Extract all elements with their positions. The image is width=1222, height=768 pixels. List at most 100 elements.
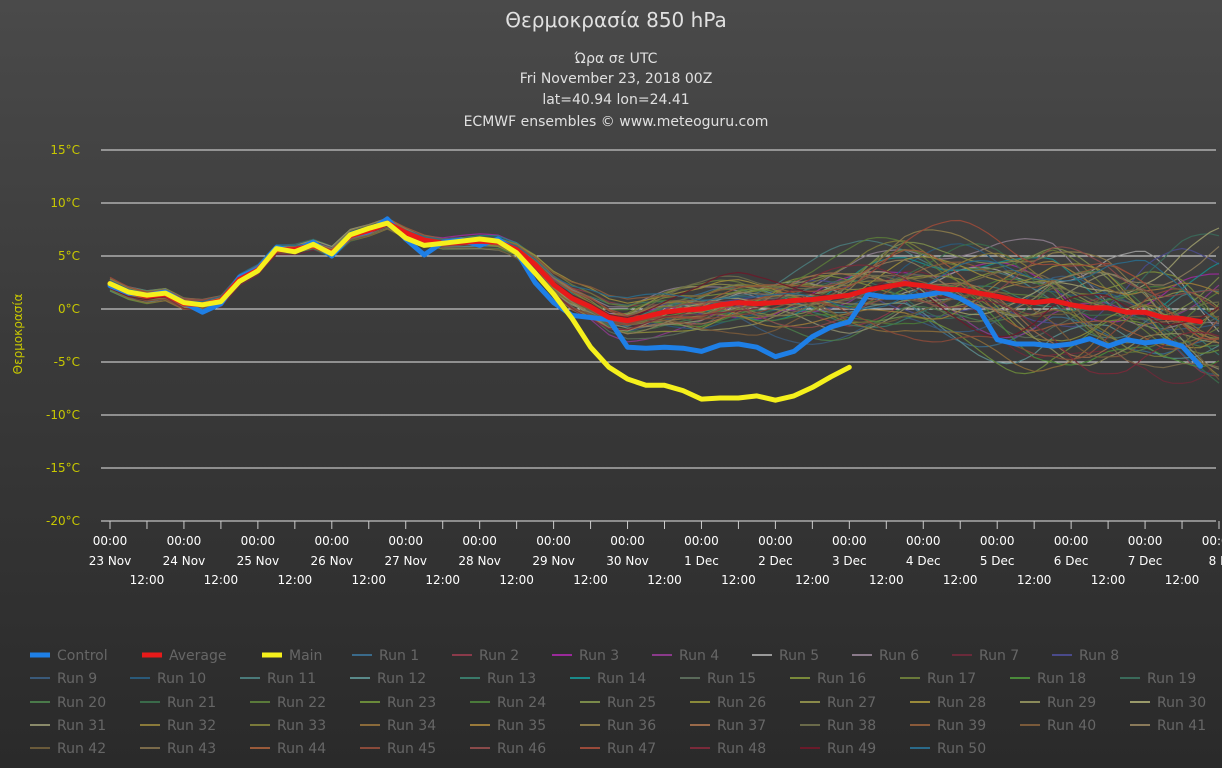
legend-item[interactable]: Run 14 <box>570 671 646 687</box>
x-tick-time: 12:00 <box>278 573 313 587</box>
legend-item[interactable]: Run 6 <box>852 648 919 664</box>
legend-item[interactable]: Run 3 <box>552 648 619 664</box>
ensemble-run-line <box>109 221 1220 322</box>
x-tick-time: 12:00 <box>1091 573 1126 587</box>
legend-label: Run 36 <box>607 718 656 734</box>
x-tick-date: 28 Nov <box>458 554 501 568</box>
legend-label: Main <box>289 648 322 664</box>
series-line-control <box>107 216 1203 369</box>
legend-label: Run 7 <box>979 648 1019 664</box>
legend-item[interactable]: Run 10 <box>130 671 206 687</box>
legend-item[interactable]: Run 17 <box>900 671 976 687</box>
legend-item[interactable]: Run 30 <box>1130 695 1206 711</box>
legend-item[interactable]: Run 37 <box>690 718 766 734</box>
legend-item[interactable]: Run 32 <box>140 718 216 734</box>
legend-label: Run 12 <box>377 671 426 687</box>
y-tick-label: 10°C <box>50 196 80 210</box>
legend-item[interactable]: Main <box>262 648 322 664</box>
legend-item[interactable]: Run 4 <box>652 648 719 664</box>
legend-item[interactable]: Run 29 <box>1020 695 1096 711</box>
x-tick-time: 12:00 <box>795 573 830 587</box>
legend-label: Run 13 <box>487 671 536 687</box>
ensemble-run-line <box>109 218 1220 324</box>
legend-item[interactable]: Run 15 <box>680 671 756 687</box>
legend-label: Run 9 <box>57 671 97 687</box>
x-tick-date: 24 Nov <box>163 554 206 568</box>
legend-item[interactable]: Run 5 <box>752 648 819 664</box>
chart-subtitle-source: ECMWF ensembles © www.meteoguru.com <box>464 114 769 130</box>
legend-item[interactable]: Run 39 <box>910 718 986 734</box>
legend-item[interactable]: Control <box>30 648 108 664</box>
x-tick-date: 23 Nov <box>89 554 132 568</box>
y-tick-label: -15°C <box>46 461 80 475</box>
legend-label: Run 29 <box>1047 695 1096 711</box>
legend-item[interactable]: Run 16 <box>790 671 866 687</box>
legend-item[interactable]: Average <box>142 648 227 664</box>
legend-item[interactable]: Run 47 <box>580 741 656 757</box>
legend-item[interactable]: Run 8 <box>1052 648 1119 664</box>
legend-label: Run 27 <box>827 695 876 711</box>
x-tick-time: 00:00 <box>980 534 1015 548</box>
x-tick-time: 12:00 <box>721 573 756 587</box>
legend-item[interactable]: Run 2 <box>452 648 519 664</box>
legend-item[interactable]: Run 33 <box>250 718 326 734</box>
legend-item[interactable]: Run 43 <box>140 741 216 757</box>
legend-item[interactable]: Run 44 <box>250 741 326 757</box>
legend-item[interactable]: Run 1 <box>352 648 419 664</box>
legend-item[interactable]: Run 19 <box>1120 671 1196 687</box>
legend-item[interactable]: Run 7 <box>952 648 1019 664</box>
x-tick-time: 00:00 <box>832 534 867 548</box>
chart-title-group: Θερμοκρασία 850 hPa Ώρα σε UTC Fri Novem… <box>464 8 769 130</box>
legend-item[interactable]: Run 41 <box>1130 718 1206 734</box>
legend-item[interactable]: Run 11 <box>240 671 316 687</box>
legend-label: Run 41 <box>1157 718 1206 734</box>
legend-item[interactable]: Run 9 <box>30 671 97 687</box>
x-tick-date: 1 Dec <box>684 554 719 568</box>
legend-item[interactable]: Run 21 <box>140 695 216 711</box>
legend-item[interactable]: Run 28 <box>910 695 986 711</box>
x-tick-time: 12:00 <box>351 573 386 587</box>
x-tick-time: 12:00 <box>869 573 904 587</box>
legend-item[interactable]: Run 46 <box>470 741 546 757</box>
legend-label: Run 16 <box>817 671 866 687</box>
legend-item[interactable]: Run 20 <box>30 695 106 711</box>
legend-label: Run 15 <box>707 671 756 687</box>
legend-item[interactable]: Run 50 <box>910 741 986 757</box>
legend-label: Run 20 <box>57 695 106 711</box>
legend-item[interactable]: Run 49 <box>800 741 876 757</box>
x-axis: 00:00 23 Nov 12:00 00:00 24 Nov 12:00 00:00 25 … <box>89 521 1222 587</box>
legend-item[interactable]: Run 45 <box>360 741 436 757</box>
y-tick-label: 5°C <box>58 249 80 263</box>
legend-item[interactable]: Run 13 <box>460 671 536 687</box>
legend-item[interactable]: Run 34 <box>360 718 436 734</box>
legend: Control Average Main Run 1 Run 2 Run 3 Run 4 Ru… <box>30 648 1206 757</box>
x-tick-date: 27 Nov <box>384 554 427 568</box>
legend-item[interactable]: Run 27 <box>800 695 876 711</box>
x-tick-time: 00:00 <box>462 534 497 548</box>
legend-label: Run 30 <box>1157 695 1206 711</box>
legend-label: Run 42 <box>57 741 106 757</box>
legend-item[interactable]: Run 36 <box>580 718 656 734</box>
legend-item[interactable]: Run 48 <box>690 741 766 757</box>
legend-item[interactable]: Run 40 <box>1020 718 1096 734</box>
legend-item[interactable]: Run 26 <box>690 695 766 711</box>
legend-item[interactable]: Run 31 <box>30 718 106 734</box>
legend-item[interactable]: Run 25 <box>580 695 656 711</box>
y-tick-label: -5°C <box>54 355 80 369</box>
grid <box>101 149 1216 522</box>
legend-item[interactable]: Run 24 <box>470 695 546 711</box>
legend-item[interactable]: Run 35 <box>470 718 546 734</box>
legend-label: Run 47 <box>607 741 656 757</box>
legend-item[interactable]: Run 38 <box>800 718 876 734</box>
legend-item[interactable]: Run 12 <box>350 671 426 687</box>
legend-item[interactable]: Run 23 <box>360 695 436 711</box>
series-lines <box>107 216 1220 403</box>
x-tick-time: 12:00 <box>943 573 978 587</box>
legend-item[interactable]: Run 22 <box>250 695 326 711</box>
legend-label: Run 32 <box>167 718 216 734</box>
legend-item[interactable]: Run 42 <box>30 741 106 757</box>
legend-item[interactable]: Run 18 <box>1010 671 1086 687</box>
chart-subtitle-location: lat=40.94 lon=24.41 <box>542 92 689 108</box>
legend-label: Run 28 <box>937 695 986 711</box>
